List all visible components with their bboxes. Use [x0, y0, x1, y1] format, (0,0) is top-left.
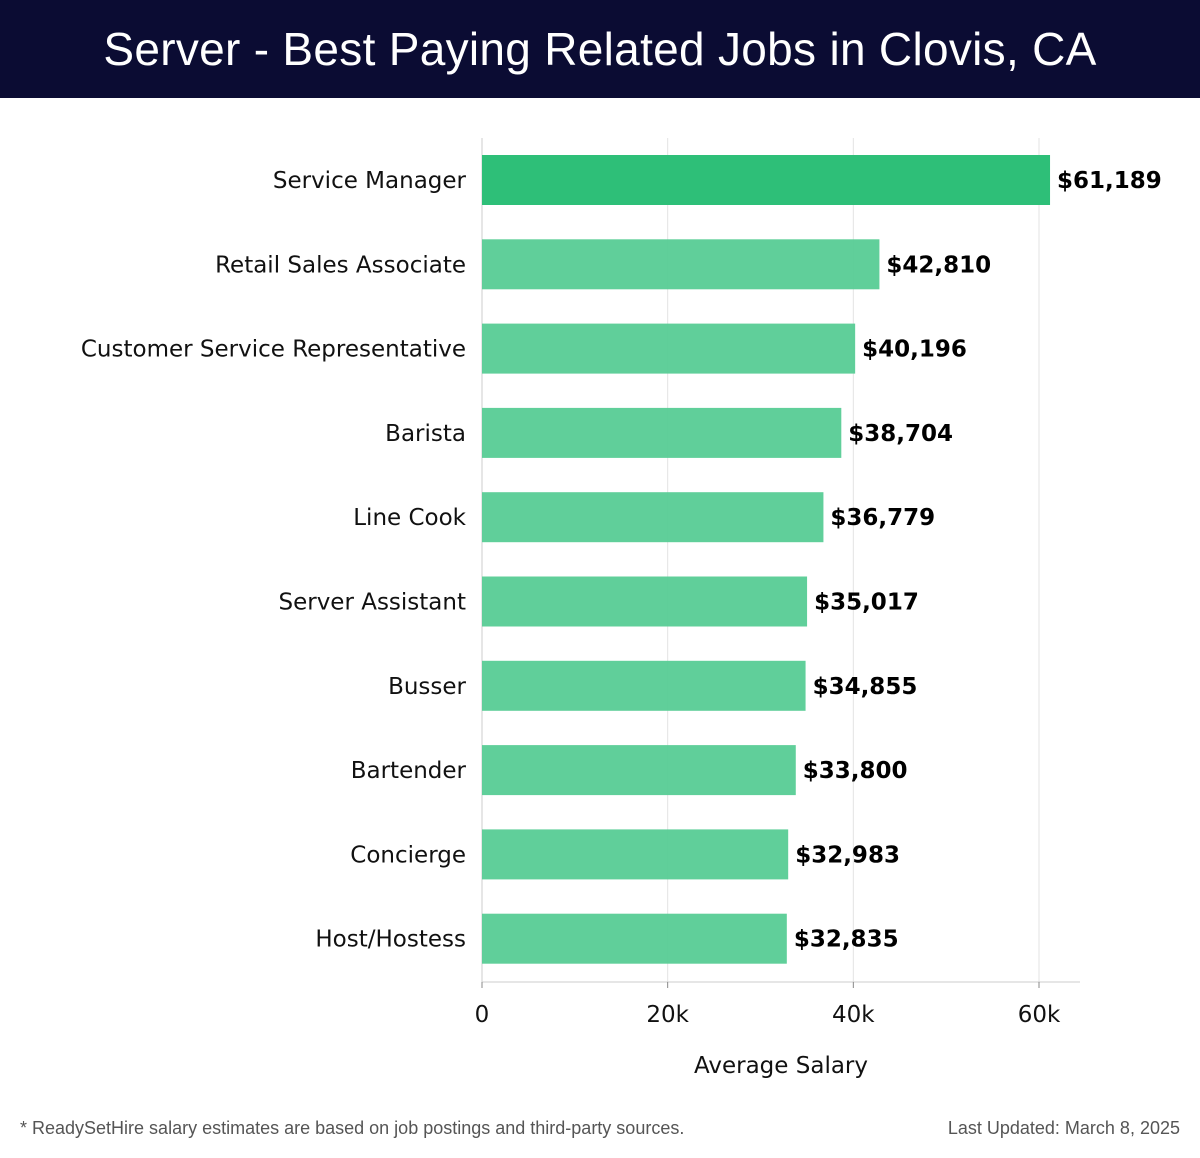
value-label: $33,800: [803, 758, 908, 784]
value-label: $32,835: [794, 927, 899, 953]
value-label: $42,810: [886, 252, 991, 278]
category-label: Barista: [385, 421, 466, 447]
value-label: $35,017: [814, 590, 919, 616]
value-label: $36,779: [830, 505, 935, 531]
x-axis-title: Average Salary: [694, 1053, 868, 1079]
bar-chart: Service Manager $61,189 Retail Sales Assoc…: [81, 138, 1162, 1079]
category-label: Concierge: [350, 842, 466, 868]
bar: [482, 745, 796, 796]
category-label: Service Manager: [273, 168, 467, 194]
bar: [482, 239, 880, 290]
chart-header: Server - Best Paying Related Jobs in Clo…: [0, 0, 1200, 98]
bar: [482, 407, 842, 458]
category-label: Bartender: [351, 758, 467, 784]
value-label: $61,189: [1057, 168, 1162, 194]
category-label: Host/Hostess: [315, 927, 466, 953]
bar: [482, 323, 856, 374]
value-label: $34,855: [813, 674, 918, 700]
category-label: Busser: [388, 674, 466, 700]
value-label: $38,704: [848, 421, 953, 447]
category-label: Customer Service Representative: [81, 337, 466, 363]
category-label: Server Assistant: [278, 590, 466, 616]
value-label: $40,196: [862, 337, 967, 363]
bar: [482, 829, 789, 880]
bar: [482, 913, 787, 964]
value-label: $32,983: [795, 842, 900, 868]
bar: [482, 660, 806, 711]
category-label: Retail Sales Associate: [215, 252, 466, 278]
chart-title: Server - Best Paying Related Jobs in Clo…: [103, 23, 1097, 75]
last-updated: Last Updated: March 8, 2025: [947, 1118, 1180, 1138]
x-tick-label: 20k: [646, 1002, 689, 1028]
bar: [482, 576, 808, 627]
x-tick-label: 60k: [1018, 1002, 1061, 1028]
bar: [482, 492, 824, 543]
x-tick-label: 40k: [832, 1002, 875, 1028]
footer-note: * ReadySetHire salary estimates are base…: [20, 1118, 685, 1138]
category-label: Line Cook: [353, 505, 466, 531]
x-tick-label: 0: [475, 1002, 490, 1028]
bar: [482, 155, 1051, 205]
